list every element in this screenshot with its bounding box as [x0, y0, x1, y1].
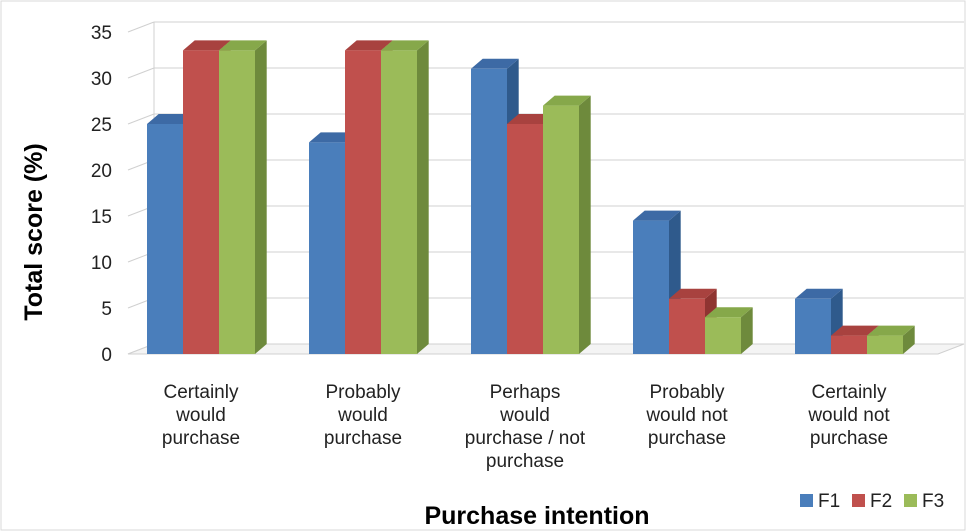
legend-swatch	[800, 494, 813, 507]
x-category-label: Certainly would purchase	[162, 382, 240, 449]
y-tick-label: 35	[91, 23, 112, 44]
legend-item-f3: F3	[904, 491, 944, 512]
legend-item-f1: F1	[800, 491, 840, 512]
legend-label: F2	[870, 491, 892, 512]
x-category-label: Probably would not purchase	[645, 382, 728, 449]
y-tick-label: 5	[101, 299, 112, 320]
bar-f3	[705, 307, 753, 354]
legend-item-f2: F2	[852, 491, 892, 512]
legend-swatch	[904, 494, 917, 507]
bar-f3	[381, 40, 429, 355]
bar-f3	[867, 325, 915, 354]
y-tick-label: 10	[91, 253, 112, 274]
x-category-labels: Certainly would purchase Probably would purch…	[162, 382, 890, 472]
x-category-label: Probably would purchase	[324, 382, 402, 449]
x-category-label: Certainly would not purchase	[807, 382, 890, 449]
legend-label: F1	[818, 491, 840, 512]
legend-label: F3	[922, 491, 944, 512]
x-category-label: Perhaps would purchase / not purchase	[465, 382, 586, 472]
bar-f3	[219, 40, 267, 355]
gridline	[127, 21, 964, 33]
y-tick-labels: 0 5 10 15 20 25 30 35	[91, 23, 112, 366]
gridline	[127, 67, 964, 79]
legend: F1 F2 F3	[800, 491, 944, 512]
y-tick-label: 30	[91, 69, 112, 90]
bars	[147, 40, 915, 355]
y-axis-title: Total score (%)	[20, 143, 48, 320]
y-tick-label: 25	[91, 115, 112, 136]
x-axis-title: Purchase intention	[424, 502, 649, 530]
legend-swatch	[852, 494, 865, 507]
y-tick-label: 15	[91, 207, 112, 228]
bar-f3	[543, 95, 591, 354]
y-tick-label: 20	[91, 161, 112, 182]
y-tick-label: 0	[101, 345, 112, 366]
